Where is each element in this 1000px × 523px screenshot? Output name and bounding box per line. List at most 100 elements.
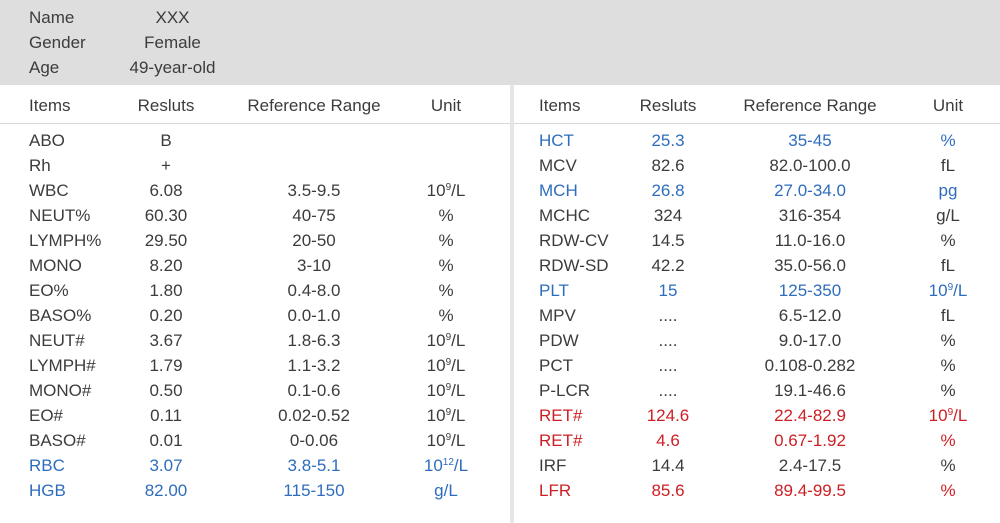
table-row: MCV 82.6 82.0-100.0 fL <box>514 153 1000 178</box>
column-header-items: Items <box>29 96 71 115</box>
cell-unit: % <box>438 231 454 250</box>
table-row: Rh + <box>0 153 510 178</box>
cell-reference-range: 125-350 <box>778 281 842 300</box>
cell-unit: % <box>940 331 956 350</box>
table-row: RBC 3.07 3.8-5.1 1012/L <box>0 453 510 478</box>
cell-item: HCT <box>539 131 574 150</box>
results-table-left: Items Resluts Reference Range Unit ABO B R… <box>0 85 510 523</box>
cell-unit: % <box>940 431 956 450</box>
table-row: LYMPH% 29.50 20-50% <box>0 228 510 253</box>
cell-result: .... <box>658 381 678 400</box>
cell-item: NEUT% <box>29 206 91 225</box>
cell-reference-range: 316-354 <box>778 206 842 225</box>
name-label: Name <box>29 8 75 27</box>
cell-result: .... <box>658 356 678 375</box>
column-header-results: Resluts <box>639 96 697 115</box>
cell-result: .... <box>658 306 678 325</box>
cell-result: 1.80 <box>149 281 183 300</box>
cell-result: 8.20 <box>149 256 183 275</box>
table-row: RDW-SD 42.2 35.0-56.0 fL <box>514 253 1000 278</box>
column-header-results: Resluts <box>137 96 195 115</box>
cell-item: PDW <box>539 331 579 350</box>
table-row: LFR 85.6 89.4-99.5% <box>514 478 1000 503</box>
cell-reference-range: 6.5-12.0 <box>778 306 842 325</box>
table-row: RDW-CV 14.5 11.0-16.0% <box>514 228 1000 253</box>
table-row: NEUT% 60.30 40-75% <box>0 203 510 228</box>
table-row: MONO 8.20 3-10% <box>0 253 510 278</box>
cell-result: 15 <box>658 281 678 300</box>
cell-unit: 109/L <box>426 331 466 350</box>
cell-unit: 109/L <box>928 406 968 425</box>
cell-reference-range: 20-50 <box>292 231 336 250</box>
cell-item: RDW-SD <box>539 256 609 275</box>
table-row: RET# 124.6 22.4-82.9 109/L <box>514 403 1000 428</box>
table-row: MCH 26.8 27.0-34.0 pg <box>514 178 1000 203</box>
cell-reference-range: 3.5-9.5 <box>287 181 341 200</box>
table-row: LYMPH# 1.79 1.1-3.2 109/L <box>0 353 510 378</box>
cell-reference-range: 9.0-17.0 <box>778 331 842 350</box>
patient-name-row: Name XXX <box>0 5 300 30</box>
cell-reference-range: 3-10 <box>296 256 332 275</box>
cell-reference-range: 40-75 <box>292 206 336 225</box>
cell-reference-range: 1.8-6.3 <box>287 331 341 350</box>
age-label: Age <box>29 58 60 77</box>
cell-result: 0.50 <box>149 381 183 400</box>
cell-item: MONO <box>29 256 82 275</box>
cell-reference-range <box>224 128 404 153</box>
cell-unit: g/L <box>434 481 458 500</box>
table-row: MPV.... 6.5-12.0 fL <box>514 303 1000 328</box>
column-header-items: Items <box>539 96 581 115</box>
cell-item: P-LCR <box>539 381 591 400</box>
cell-item: PLT <box>539 281 569 300</box>
cell-item: RBC <box>29 456 65 475</box>
cell-unit <box>404 128 488 153</box>
table-row: P-LCR.... 19.1-46.6% <box>514 378 1000 403</box>
cell-result: 26.8 <box>651 181 685 200</box>
cell-item: MCV <box>539 156 577 175</box>
cell-reference-range: 35.0-56.0 <box>774 256 846 275</box>
table-row: BASO% 0.20 0.0-1.0% <box>0 303 510 328</box>
cell-item: HGB <box>29 481 66 500</box>
cell-unit: 109/L <box>928 281 968 300</box>
cell-reference-range: 11.0-16.0 <box>774 231 846 250</box>
cell-item: BASO# <box>29 431 86 450</box>
table-row: PCT.... 0.108-0.282% <box>514 353 1000 378</box>
cell-reference-range: 115-150 <box>283 481 345 500</box>
cell-result: 0.20 <box>149 306 183 325</box>
cell-unit: % <box>940 231 956 250</box>
column-header-unit: Unit <box>932 96 964 115</box>
cell-item: MONO# <box>29 381 92 400</box>
cell-item: LFR <box>539 481 572 500</box>
cell-item: IRF <box>539 456 567 475</box>
column-header-unit: Unit <box>430 96 462 115</box>
cell-item: RDW-CV <box>539 231 609 250</box>
cell-item: MCH <box>539 181 578 200</box>
cell-result: 82.00 <box>144 481 188 500</box>
cell-result: 25.3 <box>651 131 685 150</box>
cell-unit: fL <box>940 156 956 175</box>
cell-unit: % <box>438 256 454 275</box>
table-row: MCHC 324 316-354 g/L <box>514 203 1000 228</box>
patient-gender: Female <box>144 33 201 52</box>
gender-label: Gender <box>29 33 86 52</box>
cell-unit: 109/L <box>426 181 466 200</box>
table-row: IRF 14.4 2.4-17.5% <box>514 453 1000 478</box>
cell-unit: 1012/L <box>423 456 469 475</box>
cell-item: BASO% <box>29 306 92 325</box>
cell-reference-range: 1.1-3.2 <box>287 356 341 375</box>
cell-result: 4.6 <box>656 431 680 450</box>
table-row: ABO B <box>0 128 510 153</box>
cell-item: RET# <box>539 406 583 425</box>
cell-reference-range: 0-0.06 <box>289 431 339 450</box>
cell-result: 82.6 <box>651 156 685 175</box>
cell-result: 3.67 <box>149 331 183 350</box>
results-table-right: Items Resluts Reference Range Unit HCT 25… <box>514 85 1000 523</box>
cell-reference-range: 3.8-5.1 <box>287 456 341 475</box>
cell-unit: % <box>438 281 454 300</box>
table-row: PLT 15 125-350 109/L <box>514 278 1000 303</box>
cell-unit: % <box>940 356 956 375</box>
cell-result: 1.79 <box>149 356 183 375</box>
cell-reference-range: 0.67-1.92 <box>774 431 846 450</box>
table-row: EO% 1.80 0.4-8.0% <box>0 278 510 303</box>
cell-item: EO% <box>29 281 69 300</box>
